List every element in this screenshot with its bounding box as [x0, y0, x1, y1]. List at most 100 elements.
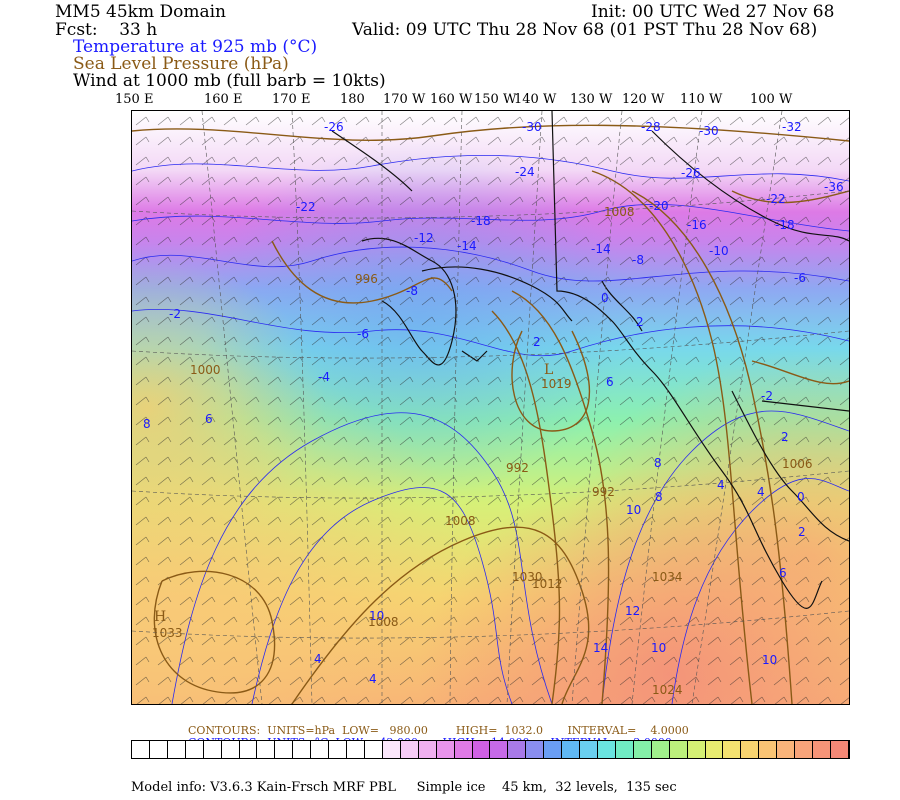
pressure-label: 1033 [152, 626, 183, 640]
temp-label: 4 [369, 672, 377, 686]
temp-label: 2 [533, 335, 541, 349]
temp-label: -22 [296, 200, 316, 214]
color-scale-cell [382, 741, 401, 758]
lon-label: 150 E [115, 92, 154, 107]
color-scale-cell [364, 741, 383, 758]
color-scale-cell [615, 741, 634, 758]
weather-map[interactable]: -26 -30 -28 -30 -32 -24 -26 -36 -22 -20 … [131, 110, 850, 705]
color-scale-cell [597, 741, 616, 758]
color-scale-cell [436, 741, 455, 758]
color-scale-cell [544, 741, 563, 758]
color-scale-cell [257, 741, 276, 758]
color-scale-cell [777, 741, 796, 758]
temp-label: 4 [757, 485, 765, 499]
temp-label: -8 [632, 253, 644, 267]
forecast-hour: Fcst: 33 h [55, 20, 158, 40]
temp-label: -26 [681, 166, 701, 180]
slp-legend: Sea Level Pressure (hPa) [73, 54, 289, 74]
temp-label: 12 [625, 604, 640, 618]
temp-label: -22 [766, 192, 786, 206]
color-scale-cell [311, 741, 330, 758]
wind-legend: Wind at 1000 mb (full barb = 10kts) [73, 71, 386, 91]
slp-contours-label: CONTOURS: [188, 724, 261, 737]
color-scale-cell [149, 741, 168, 758]
color-scale-cell [185, 741, 204, 758]
color-scale-cell [795, 741, 814, 758]
color-scale-cell [723, 741, 742, 758]
pressure-label: 1008 [604, 205, 635, 219]
pressure-label: 1030 [512, 570, 543, 584]
temp-label: -10 [709, 244, 729, 258]
lon-label: 110 W [680, 92, 723, 107]
temp-label: -28 [641, 120, 661, 134]
color-scale-cell [741, 741, 760, 758]
lon-label: 140 W [514, 92, 557, 107]
pressure-label: 1008 [445, 514, 476, 528]
slp-low: LOW= 980.00 [342, 724, 428, 737]
lon-label: 170 W [383, 92, 426, 107]
temp-label: 4 [314, 652, 322, 666]
temp-label: -18 [471, 214, 491, 228]
temperature-contours [132, 154, 849, 704]
lon-label: 120 W [622, 92, 665, 107]
geographic-outlines [331, 111, 849, 609]
color-scale-cell [400, 741, 419, 758]
color-scale-cell [633, 741, 652, 758]
color-scale-cell [687, 741, 706, 758]
init-time: Init: 00 UTC Wed 27 Nov 68 [591, 2, 835, 22]
temp-label: -2 [761, 389, 773, 403]
color-scale-cell [490, 741, 509, 758]
color-scale-cell [293, 741, 312, 758]
temp-label: -30 [522, 120, 542, 134]
pressure-contours [132, 124, 849, 704]
temp-label: 8 [655, 490, 663, 504]
color-scale-cell [651, 741, 670, 758]
temp-label: 8 [654, 456, 662, 470]
color-scale-cell [132, 741, 150, 758]
high-pressure-mark: H [154, 609, 166, 625]
temp-label: -36 [824, 180, 844, 194]
pressure-label: 996 [355, 272, 378, 286]
color-scale-bar [131, 740, 850, 759]
temp-label: -24 [515, 165, 535, 179]
temp-label: 10 [651, 641, 666, 655]
temp-label: -26 [324, 120, 344, 134]
pressure-label: 1034 [652, 570, 683, 584]
temp-label: 14 [593, 641, 608, 655]
color-scale-cell [562, 741, 581, 758]
pressure-label: 1006 [782, 457, 813, 471]
lon-label: 160 E [204, 92, 243, 107]
temp-label: -8 [406, 284, 418, 298]
lon-label: 130 W [570, 92, 613, 107]
valid-time: Valid: 09 UTC Thu 28 Nov 68 (01 PST Thu … [352, 20, 818, 40]
lon-label: 150 W [474, 92, 517, 107]
temp-label: 10 [369, 609, 384, 623]
color-scale-cell [167, 741, 186, 758]
color-scale-cell [705, 741, 724, 758]
color-scale-cell [275, 741, 294, 758]
pressure-label: 992 [506, 461, 529, 475]
wind-barbs [132, 111, 849, 704]
temp-label: -20 [649, 199, 669, 213]
temp-label: 2 [798, 525, 806, 539]
color-scale-cell [472, 741, 491, 758]
pressure-labels: 996 1000 1008 1008 1012 1019 992 992 100… [152, 205, 813, 697]
pressure-centers: H L [154, 362, 553, 625]
color-scale-cell [508, 741, 527, 758]
color-scale-cell [329, 741, 348, 758]
temp-label: 6 [779, 566, 787, 580]
pressure-label: 1012 [532, 577, 563, 591]
lon-label: 170 E [272, 92, 311, 107]
temp-label: -14 [591, 242, 611, 256]
color-scale-cell [347, 741, 365, 758]
temp-label: -14 [457, 239, 477, 253]
temp-label: 4 [717, 478, 725, 492]
temperature-legend: Temperature at 925 mb (°C) [73, 37, 318, 57]
temp-label: -30 [699, 124, 719, 138]
temp-label: -12 [414, 231, 434, 245]
temp-label: -2 [169, 307, 181, 321]
temp-label: -4 [318, 370, 330, 384]
color-scale-cell [221, 741, 240, 758]
lon-label: 180 [340, 92, 365, 107]
domain-title: MM5 45km Domain [55, 2, 226, 22]
